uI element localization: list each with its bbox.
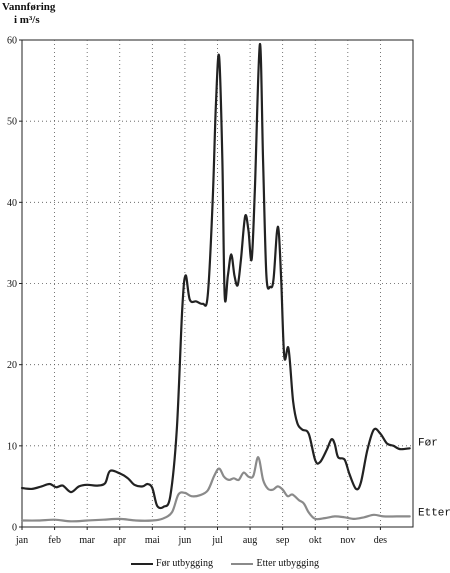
y-tick-label-30: 30 bbox=[7, 279, 17, 290]
x-tick-label-sep: sep bbox=[276, 535, 289, 546]
legend-item-etter: Etter utbygging bbox=[231, 558, 319, 569]
y-tick-label-10: 10 bbox=[7, 441, 17, 452]
legend-label-etter: Etter utbygging bbox=[256, 558, 319, 569]
x-tick-label-feb: feb bbox=[48, 535, 61, 546]
x-tick-label-des: des bbox=[374, 535, 387, 546]
y-tick-label-60: 60 bbox=[7, 36, 17, 47]
y-tick-label-50: 50 bbox=[7, 117, 17, 128]
y-tick-label-20: 20 bbox=[7, 360, 17, 371]
x-tick-label-okt: okt bbox=[309, 535, 322, 546]
y-tick-label-0: 0 bbox=[12, 523, 17, 534]
series-line-etter-utbygging bbox=[20, 456, 411, 523]
y-axis-title: Vannføring i m³/s bbox=[2, 1, 55, 27]
x-tick-label-mar: mar bbox=[79, 535, 95, 546]
y-tick-label-40: 40 bbox=[7, 198, 17, 209]
x-tick-label-jan: jan bbox=[15, 535, 28, 546]
x-tick-label-apr: apr bbox=[113, 535, 126, 546]
legend-item-for: Før utbygging bbox=[131, 558, 213, 569]
y-axis-title-line1: Vannføring bbox=[2, 1, 56, 13]
legend-swatch-etter bbox=[231, 562, 254, 565]
x-tick-label-aug: aug bbox=[243, 535, 257, 546]
x-tick-label-jul: jul bbox=[211, 535, 223, 546]
series-end-label-for-utbygging: Før bbox=[418, 437, 438, 449]
x-tick-label-mai: mai bbox=[145, 535, 160, 546]
legend: Før utbygging Etter utbygging bbox=[0, 558, 450, 569]
legend-label-for: Før utbygging bbox=[156, 558, 213, 569]
y-axis-title-line2: i m³/s bbox=[14, 14, 40, 26]
legend-swatch-for bbox=[131, 562, 154, 565]
x-tick-label-nov: nov bbox=[340, 535, 355, 546]
x-tick-label-jun: jun bbox=[178, 535, 192, 546]
series-line-for-utbygging bbox=[20, 42, 411, 510]
series-end-label-etter-utbygging: Etter bbox=[418, 507, 450, 519]
